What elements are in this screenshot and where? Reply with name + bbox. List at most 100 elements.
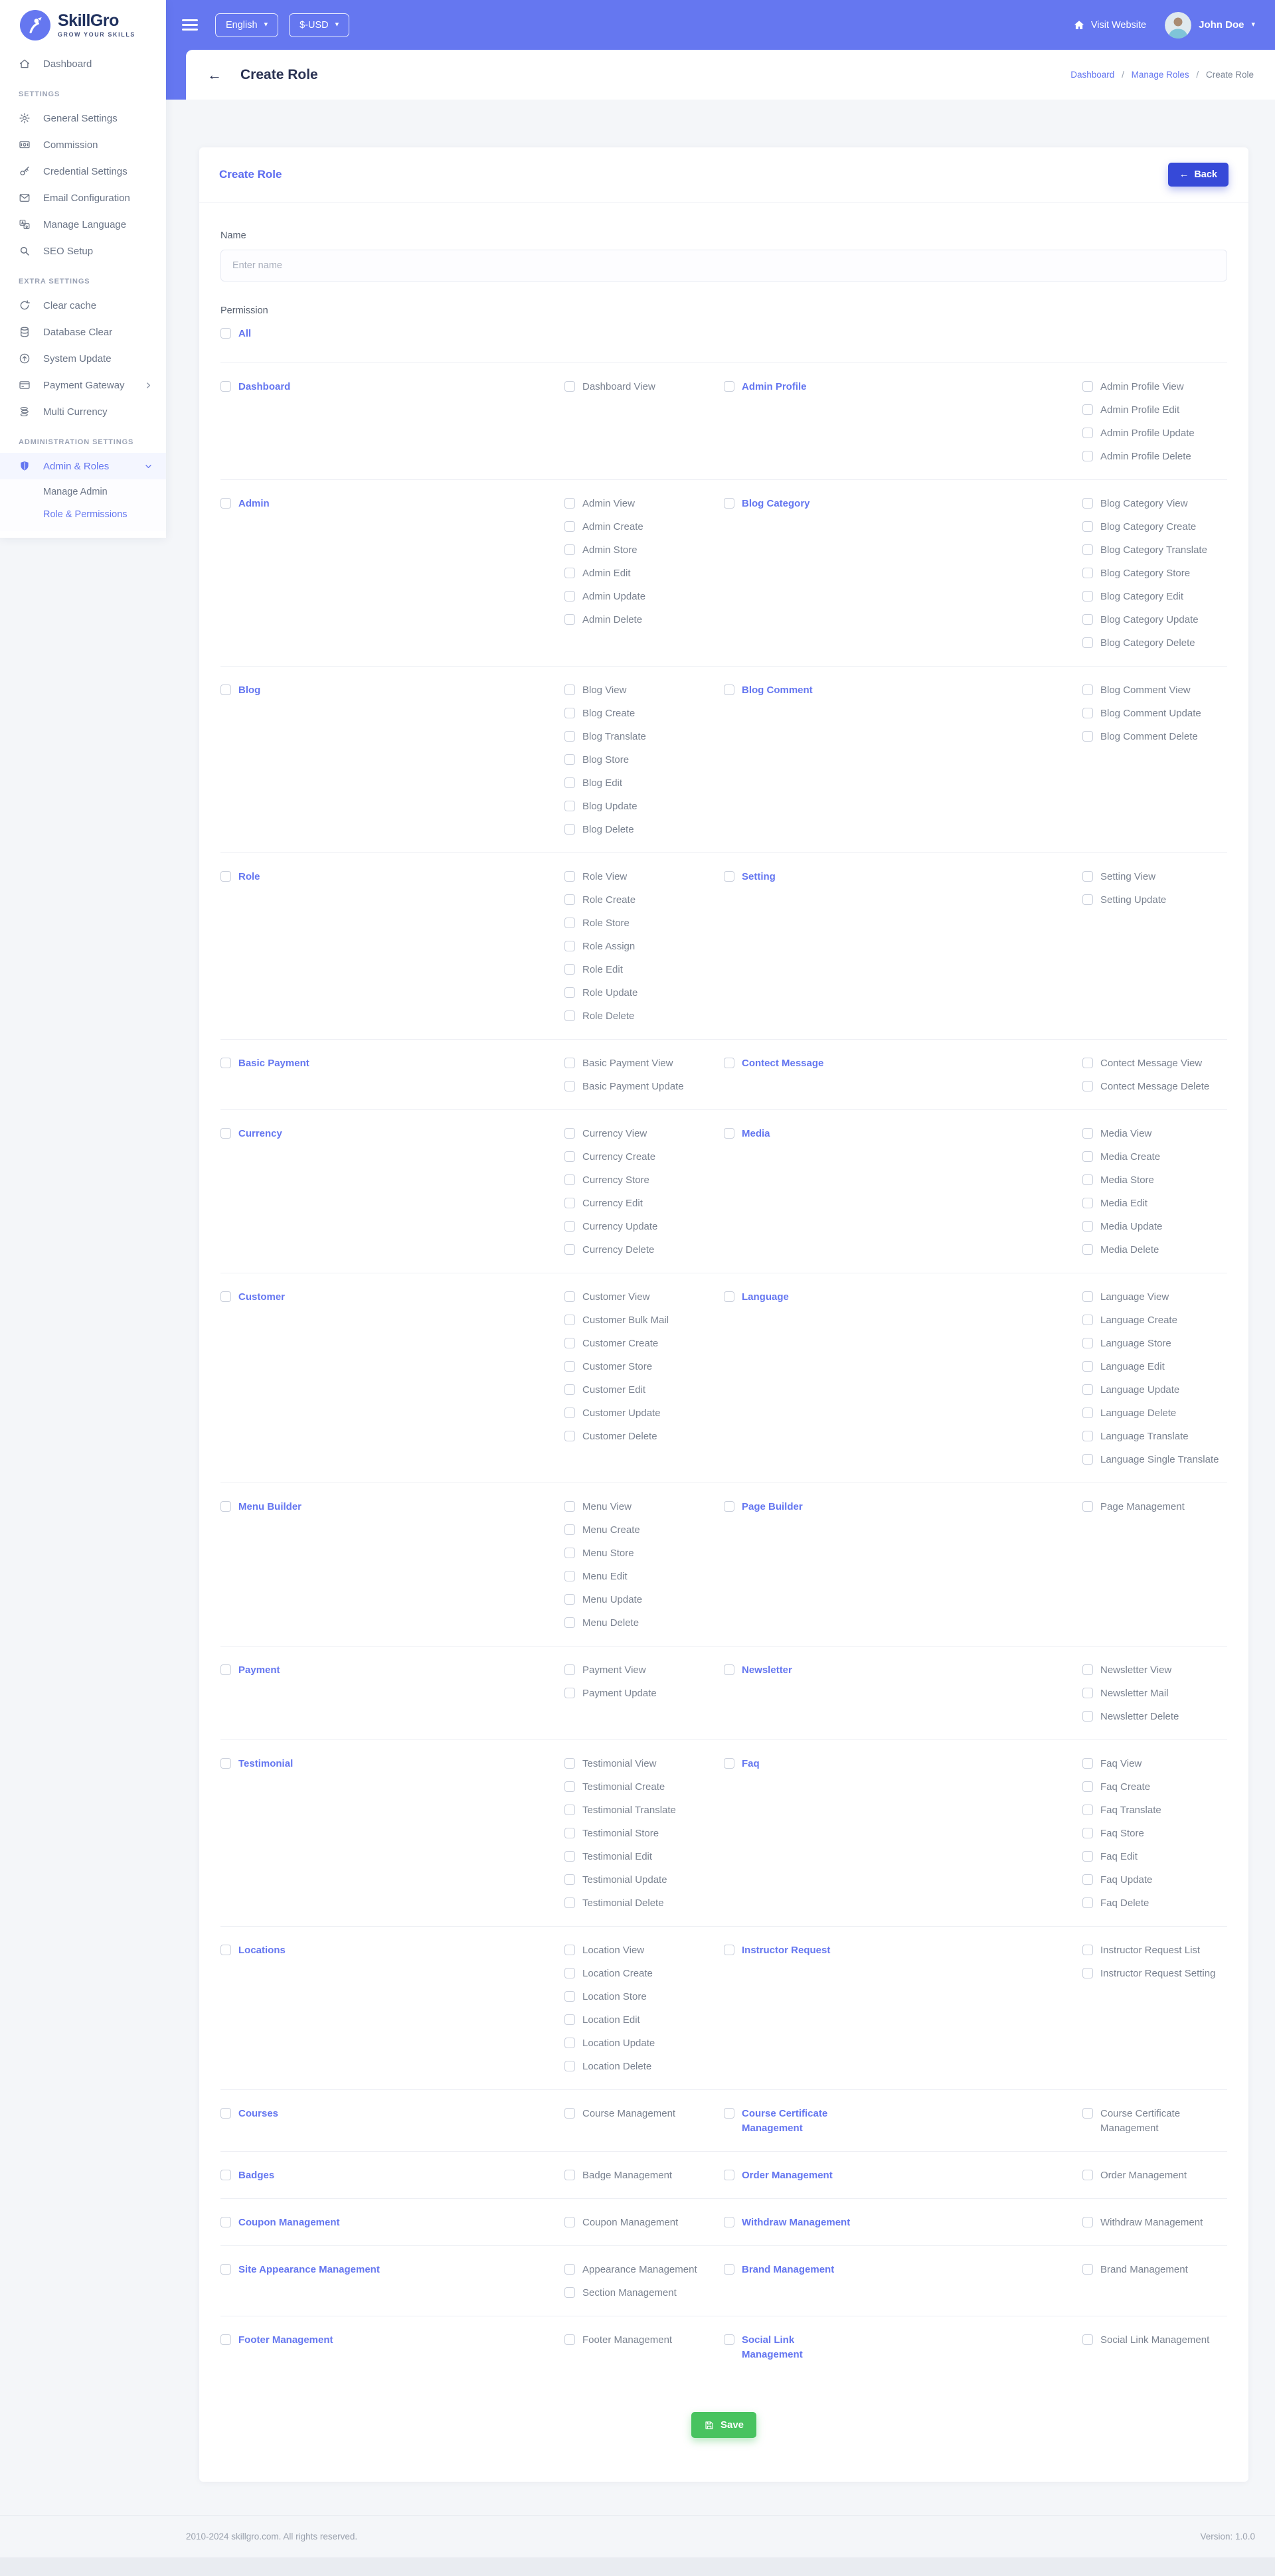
checkbox[interactable] (1082, 1851, 1093, 1862)
permission-all-item[interactable]: All (220, 327, 1227, 341)
permission-item-blog-category-view[interactable]: Blog Category View (1082, 497, 1227, 511)
sidebar-item-commission[interactable]: Commission (0, 131, 166, 158)
checkbox[interactable] (1082, 1058, 1093, 1068)
permission-item-customer-create[interactable]: Customer Create (564, 1336, 724, 1351)
permission-item-withdraw-management[interactable]: Withdraw Management (1082, 2215, 1227, 2230)
select-all-checkbox[interactable] (220, 328, 231, 339)
checkbox[interactable] (724, 381, 734, 392)
checkbox[interactable] (1082, 404, 1093, 415)
permission-item-location-update[interactable]: Location Update (564, 2036, 724, 2051)
permission-item-customer-store[interactable]: Customer Store (564, 1360, 724, 1374)
checkbox[interactable] (564, 894, 575, 905)
checkbox[interactable] (1082, 1408, 1093, 1418)
checkbox[interactable] (564, 1524, 575, 1535)
checkbox[interactable] (564, 1851, 575, 1862)
checkbox[interactable] (1082, 428, 1093, 438)
permission-group-locations[interactable]: Locations (220, 1943, 564, 1958)
permission-group-newsletter[interactable]: Newsletter (724, 1663, 1082, 1678)
checkbox[interactable] (1082, 1151, 1093, 1162)
checkbox[interactable] (1082, 568, 1093, 578)
permission-group-site-appearance-management[interactable]: Site Appearance Management (220, 2263, 564, 2277)
checkbox[interactable] (1082, 1758, 1093, 1769)
back-button[interactable]: ← Back (1167, 163, 1229, 187)
checkbox[interactable] (564, 1128, 575, 1139)
permission-item-instructor-request-list[interactable]: Instructor Request List (1082, 1943, 1227, 1958)
checkbox[interactable] (564, 684, 575, 695)
permission-item-admin-edit[interactable]: Admin Edit (564, 566, 724, 581)
permission-item-faq-translate[interactable]: Faq Translate (1082, 1803, 1227, 1818)
checkbox[interactable] (1082, 2108, 1093, 2119)
permission-item-language-view[interactable]: Language View (1082, 1290, 1227, 1305)
permission-group-testimonial[interactable]: Testimonial (220, 1757, 564, 1771)
permission-item-menu-delete[interactable]: Menu Delete (564, 1616, 724, 1631)
checkbox[interactable] (1082, 1174, 1093, 1185)
permission-item-payment-update[interactable]: Payment Update (564, 1686, 724, 1701)
checkbox[interactable] (564, 871, 575, 882)
checkbox[interactable] (220, 2264, 231, 2275)
permission-item-role-store[interactable]: Role Store (564, 916, 724, 931)
permission-item-role-edit[interactable]: Role Edit (564, 963, 724, 977)
checkbox[interactable] (564, 2170, 575, 2180)
checkbox[interactable] (1082, 1711, 1093, 1722)
checkbox[interactable] (1082, 1501, 1093, 1512)
checkbox[interactable] (1082, 1128, 1093, 1139)
checkbox[interactable] (564, 1828, 575, 1838)
breadcrumb-manage-roles[interactable]: Manage Roles (1131, 70, 1189, 80)
permission-item-section-management[interactable]: Section Management (564, 2286, 724, 2300)
checkbox[interactable] (1082, 591, 1093, 602)
checkbox[interactable] (220, 1128, 231, 1139)
permission-group-contect-message[interactable]: Contect Message (724, 1056, 1082, 1071)
checkbox[interactable] (564, 801, 575, 811)
checkbox[interactable] (724, 2217, 734, 2227)
checkbox[interactable] (1082, 2334, 1093, 2345)
checkbox[interactable] (564, 1010, 575, 1021)
checkbox[interactable] (564, 1617, 575, 1628)
checkbox[interactable] (564, 1081, 575, 1091)
permission-item-social-link-management[interactable]: Social Link Management (1082, 2333, 1227, 2348)
permission-item-role-view[interactable]: Role View (564, 870, 724, 884)
permission-group-social-link-management[interactable]: Social Link Management (724, 2333, 1082, 2362)
permission-group-blog[interactable]: Blog (220, 683, 564, 698)
checkbox[interactable] (564, 731, 575, 742)
permission-item-language-create[interactable]: Language Create (1082, 1313, 1227, 1328)
checkbox[interactable] (564, 498, 575, 509)
permission-item-media-delete[interactable]: Media Delete (1082, 1243, 1227, 1257)
checkbox[interactable] (564, 1361, 575, 1372)
permission-item-instructor-request-setting[interactable]: Instructor Request Setting (1082, 1967, 1227, 1981)
checkbox[interactable] (564, 941, 575, 951)
checkbox[interactable] (1082, 1315, 1093, 1325)
currency-select[interactable]: $-USD ▾ (289, 13, 350, 37)
back-arrow-icon[interactable]: ← (207, 66, 222, 83)
permission-item-customer-bulk-mail[interactable]: Customer Bulk Mail (564, 1313, 724, 1328)
checkbox[interactable] (724, 1945, 734, 1955)
checkbox[interactable] (564, 381, 575, 392)
brand-logo[interactable]: SkillGro GROW YOUR SKILLS (0, 0, 166, 50)
checkbox[interactable] (220, 871, 231, 882)
permission-item-faq-create[interactable]: Faq Create (1082, 1780, 1227, 1795)
checkbox[interactable] (1082, 1431, 1093, 1441)
permission-group-customer[interactable]: Customer (220, 1290, 564, 1305)
checkbox[interactable] (1082, 637, 1093, 648)
checkbox[interactable] (1082, 544, 1093, 555)
permission-group-courses[interactable]: Courses (220, 2107, 564, 2121)
sidebar-item-multi-currency[interactable]: Multi Currency (0, 398, 166, 425)
permission-item-language-translate[interactable]: Language Translate (1082, 1429, 1227, 1444)
permission-item-menu-view[interactable]: Menu View (564, 1500, 724, 1514)
permission-item-language-update[interactable]: Language Update (1082, 1383, 1227, 1398)
checkbox[interactable] (220, 2217, 231, 2227)
permission-item-menu-edit[interactable]: Menu Edit (564, 1570, 724, 1584)
permission-item-blog-category-store[interactable]: Blog Category Store (1082, 566, 1227, 581)
checkbox[interactable] (564, 2287, 575, 2298)
permission-item-blog-store[interactable]: Blog Store (564, 753, 724, 767)
permission-item-blog-delete[interactable]: Blog Delete (564, 823, 724, 837)
permission-item-brand-management[interactable]: Brand Management (1082, 2263, 1227, 2277)
checkbox[interactable] (1082, 1664, 1093, 1675)
save-button[interactable]: Save (691, 2412, 757, 2438)
permission-group-blog-category[interactable]: Blog Category (724, 497, 1082, 511)
permission-item-testimonial-update[interactable]: Testimonial Update (564, 1873, 724, 1888)
checkbox[interactable] (220, 1501, 231, 1512)
permission-item-order-management[interactable]: Order Management (1082, 2168, 1227, 2183)
permission-item-customer-view[interactable]: Customer View (564, 1290, 724, 1305)
permission-item-page-management[interactable]: Page Management (1082, 1500, 1227, 1514)
checkbox[interactable] (220, 684, 231, 695)
